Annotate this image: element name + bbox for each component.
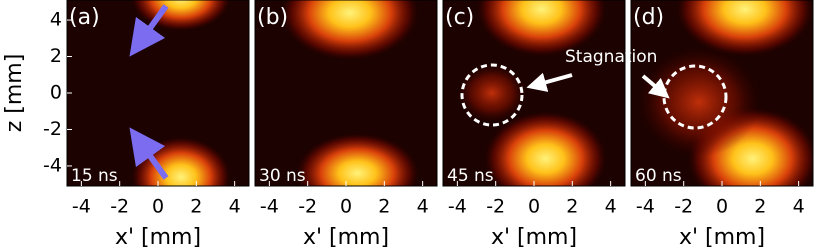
x-tick-label: 4 — [793, 196, 805, 218]
arrow — [526, 72, 573, 92]
x-tick-label: 4 — [229, 196, 241, 218]
y-tick-label: -2 — [43, 118, 62, 140]
image — [637, 0, 813, 186]
x-tick-label: -4 — [260, 196, 279, 218]
y-tick-label: -4 — [43, 154, 62, 176]
panel-label: (a) — [69, 5, 100, 30]
time-label: 45 ns — [447, 166, 494, 186]
x-tick-label: 2 — [378, 196, 390, 218]
annotation: Stagnation — [565, 47, 657, 67]
x-tick-label: 2 — [566, 196, 578, 218]
overlays — [129, 4, 728, 180]
panel-label: (d) — [633, 5, 664, 30]
x-tick-label: 0 — [716, 196, 728, 218]
panel-label: (b) — [257, 5, 288, 30]
emission — [280, 0, 419, 61]
panel-label: (c) — [445, 5, 474, 30]
x-tick-label: -2 — [298, 196, 317, 218]
x-tick-label: -4 — [448, 196, 467, 218]
y-axis-label: z [mm] — [2, 54, 27, 133]
arrow — [129, 4, 169, 57]
emission — [484, 111, 607, 186]
x-tick-label: 0 — [152, 196, 164, 218]
x-tick-label: 0 — [340, 196, 352, 218]
x-tick-label: -4 — [636, 196, 655, 218]
emission — [457, 63, 527, 123]
x-tick-label: -2 — [486, 196, 505, 218]
image — [280, 0, 419, 186]
x-axis-label: x' [mm] — [679, 225, 765, 250]
x-axis-label: x' [mm] — [303, 225, 389, 250]
x-tick-label: -2 — [674, 196, 693, 218]
x-tick-label: -4 — [72, 196, 91, 218]
x-tick-label: 4 — [605, 196, 617, 218]
y-tick-label: 4 — [50, 9, 62, 31]
panel: -4 -2 0 2 4 x' [mm] (d) 60 ns — [630, 0, 814, 250]
x-axis-label: x' [mm] — [115, 225, 201, 250]
emission — [476, 0, 607, 57]
emission — [637, 47, 761, 157]
x-tick-label: 2 — [754, 196, 766, 218]
x-tick-label: -2 — [110, 196, 129, 218]
y-tick-label: 0 — [50, 82, 62, 104]
circle — [662, 64, 728, 130]
time-label: 30 ns — [259, 166, 306, 186]
panel: -4 -2 0 2 4 x' [mm] (b) 30 ns — [254, 0, 438, 250]
x-tick-label: 0 — [528, 196, 540, 218]
x-axis-label: x' [mm] — [491, 225, 577, 250]
y-tick-label: 2 — [50, 45, 62, 67]
arrow — [641, 74, 670, 99]
x-tick-label: 2 — [190, 196, 202, 218]
circle — [460, 63, 524, 127]
time-label: 15 ns — [71, 166, 118, 186]
arrow — [129, 127, 169, 180]
emission — [676, 0, 813, 57]
panel: -4 -2 0 2 4 x' [mm] (c) 45 ns — [442, 0, 626, 250]
panel: -4 -2 0 2 4 -4 -2 0 2 4 x' [mm] z [mm] (a) 15 ns — [2, 0, 250, 250]
image — [457, 0, 607, 186]
time-label: 60 ns — [635, 166, 682, 186]
x-tick-label: 4 — [417, 196, 429, 218]
emission — [296, 133, 419, 186]
